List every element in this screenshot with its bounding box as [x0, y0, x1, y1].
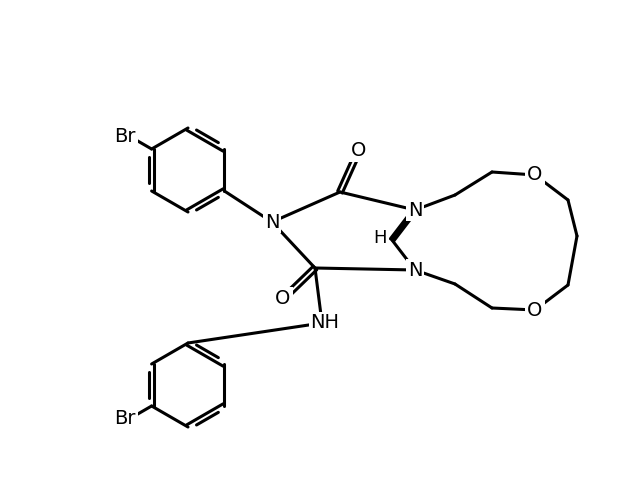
Text: O: O — [275, 288, 291, 308]
Text: Br: Br — [114, 409, 136, 429]
Text: O: O — [528, 300, 542, 320]
Text: Br: Br — [114, 127, 136, 145]
Text: O: O — [351, 142, 367, 160]
Text: N: N — [265, 213, 279, 231]
Text: NH: NH — [311, 313, 339, 333]
Text: N: N — [408, 201, 422, 219]
Text: O: O — [528, 166, 542, 184]
Text: H: H — [373, 229, 387, 247]
Text: N: N — [408, 261, 422, 279]
